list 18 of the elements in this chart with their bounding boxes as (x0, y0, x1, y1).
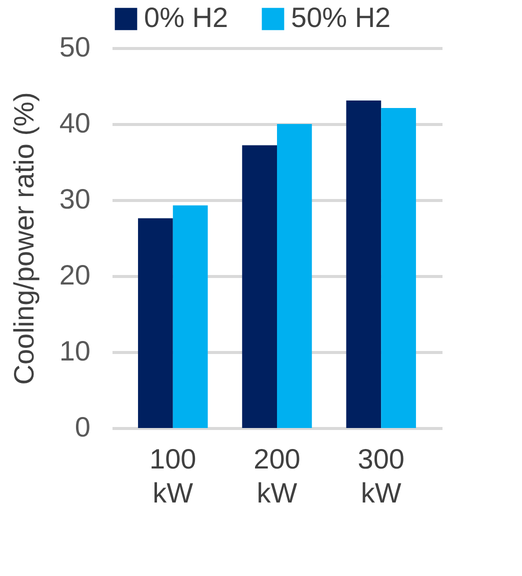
y-tick-label: 20 (59, 260, 90, 290)
y-tick-label: 30 (59, 184, 90, 214)
x-tick-label: 200 kW (254, 444, 300, 508)
y-tick-label: 10 (59, 336, 90, 366)
legend-label: 50% H2 (291, 2, 391, 33)
y-tick-label: 40 (59, 108, 90, 138)
legend-label: 0% H2 (144, 2, 228, 33)
bar (138, 218, 173, 428)
bar (277, 124, 312, 428)
y-tick-label: 0 (74, 412, 90, 442)
x-tick-label: 100 kW (150, 444, 196, 508)
bar (346, 100, 382, 428)
bar (242, 145, 277, 428)
bar (381, 108, 416, 428)
bar (172, 205, 208, 428)
x-tick-label: 300 kW (358, 444, 404, 508)
y-axis-title: Cooling/power ratio (%) (8, 92, 40, 385)
y-tick-label: 50 (59, 32, 90, 62)
